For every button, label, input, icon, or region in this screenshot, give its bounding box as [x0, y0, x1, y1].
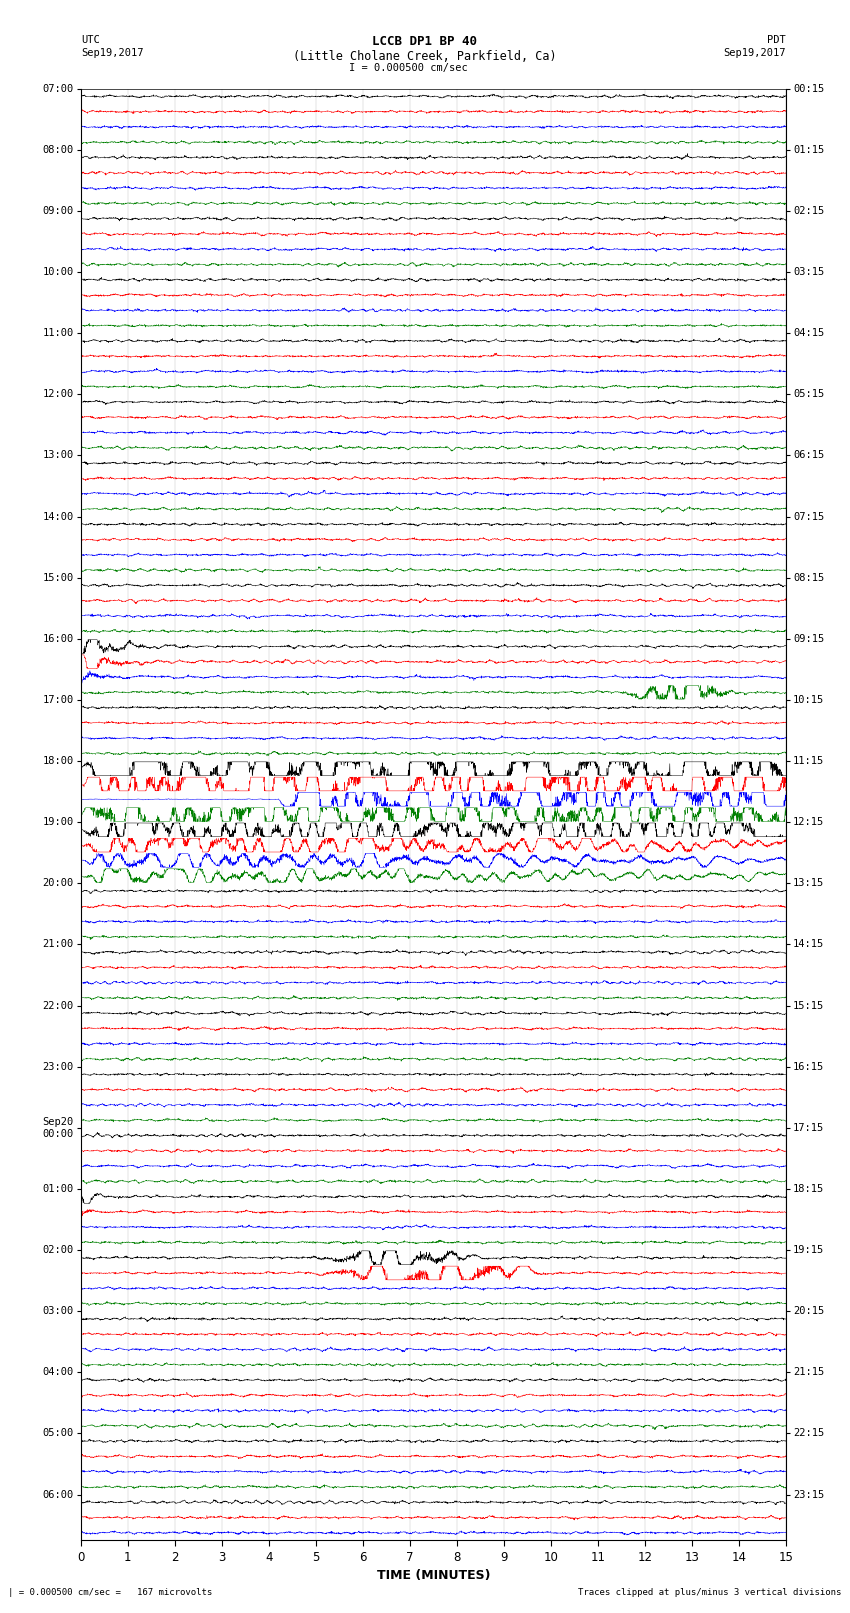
- Text: I = 0.000500 cm/sec: I = 0.000500 cm/sec: [348, 63, 468, 73]
- Text: UTC: UTC: [81, 35, 99, 45]
- Text: LCCB DP1 BP 40: LCCB DP1 BP 40: [372, 35, 478, 48]
- Text: Sep19,2017: Sep19,2017: [723, 48, 786, 58]
- Text: PDT: PDT: [768, 35, 786, 45]
- Text: | = 0.000500 cm/sec =   167 microvolts: | = 0.000500 cm/sec = 167 microvolts: [8, 1587, 212, 1597]
- Text: (Little Cholane Creek, Parkfield, Ca): (Little Cholane Creek, Parkfield, Ca): [293, 50, 557, 63]
- Text: Sep19,2017: Sep19,2017: [81, 48, 144, 58]
- X-axis label: TIME (MINUTES): TIME (MINUTES): [377, 1569, 490, 1582]
- Text: Traces clipped at plus/minus 3 vertical divisions: Traces clipped at plus/minus 3 vertical …: [578, 1587, 842, 1597]
